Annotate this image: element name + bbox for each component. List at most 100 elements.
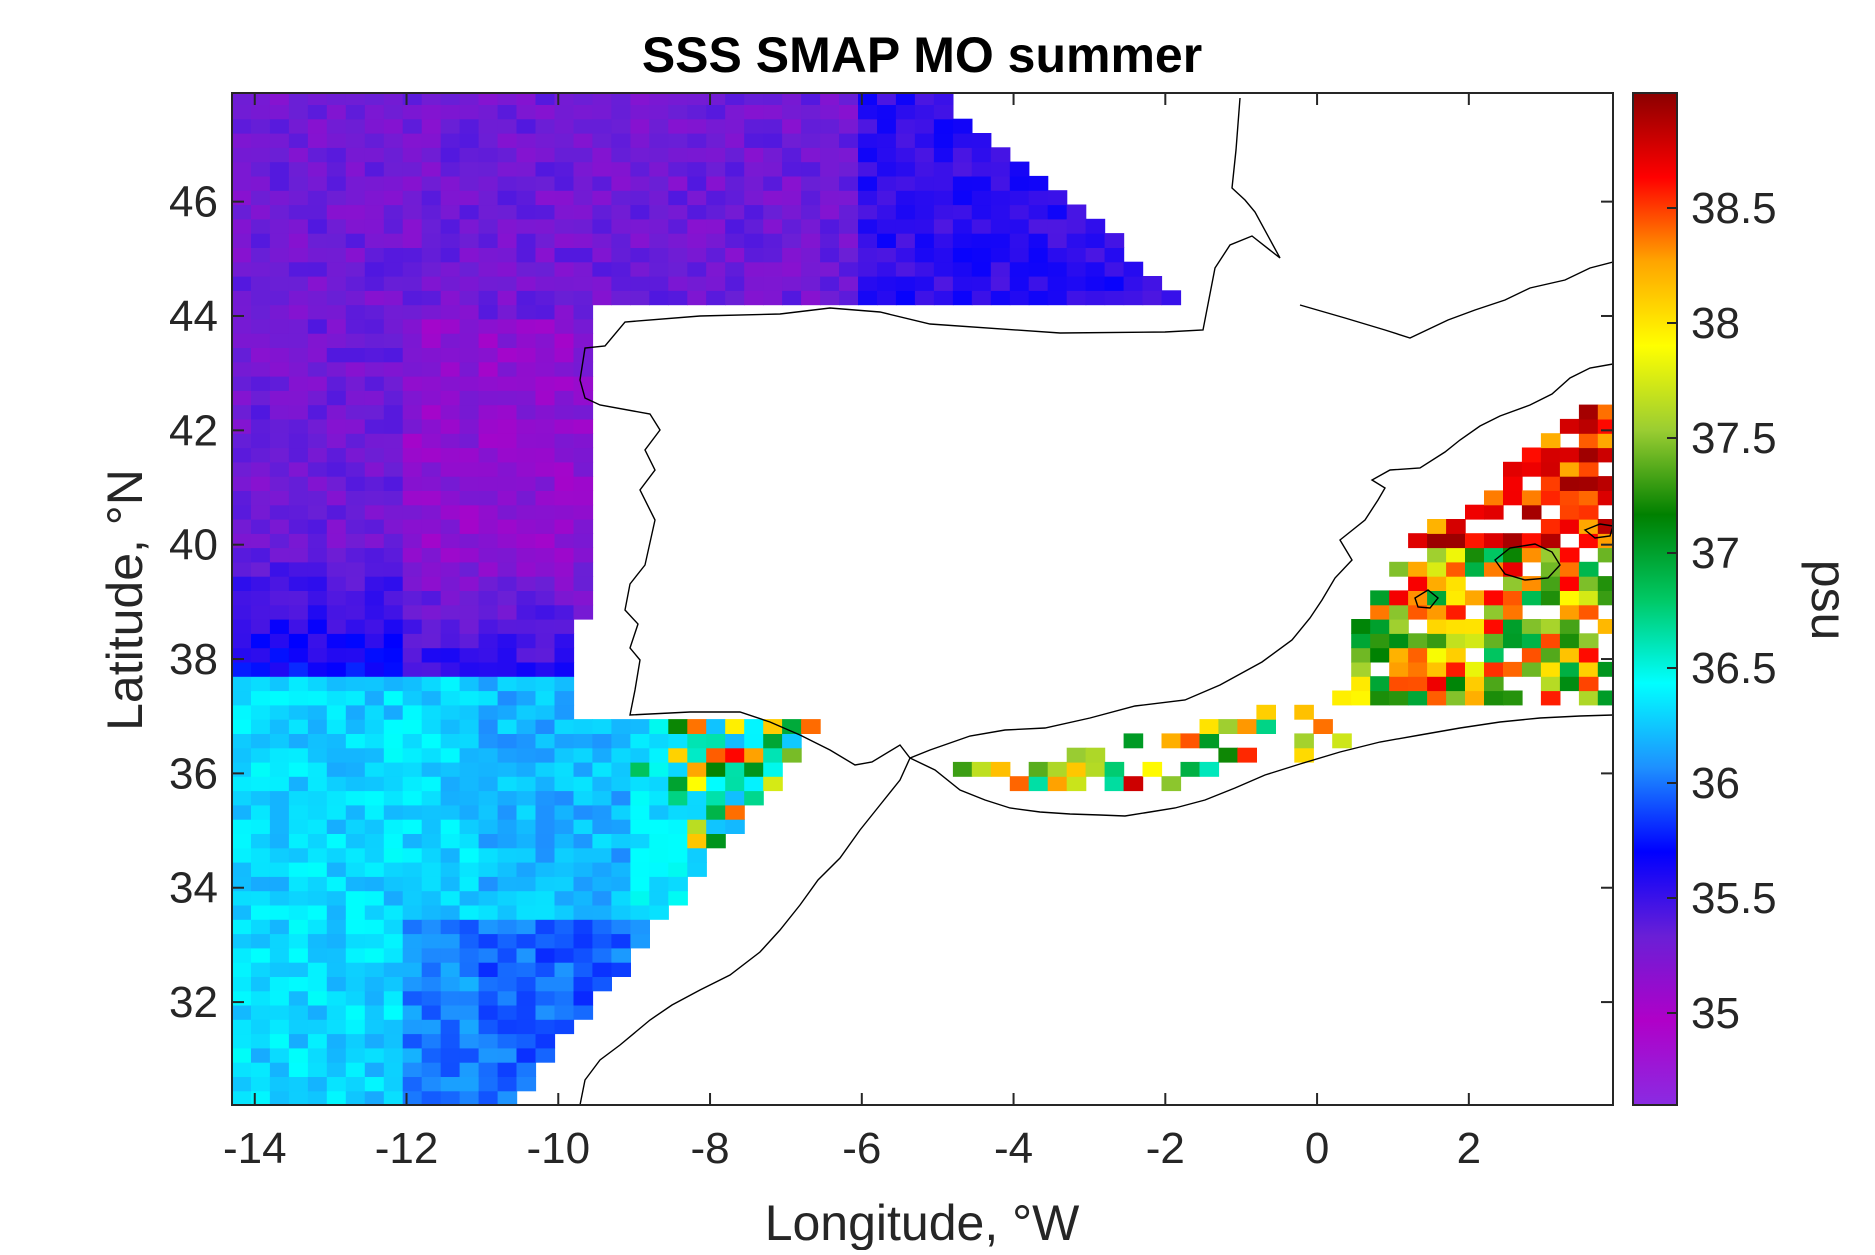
salinity-cell (516, 790, 537, 806)
salinity-cell (535, 647, 556, 663)
salinity-cell (459, 719, 480, 734)
salinity-cell (649, 776, 669, 792)
salinity-cell (668, 233, 688, 248)
salinity-cell (459, 1076, 480, 1092)
salinity-cell (251, 547, 271, 563)
salinity-cell (516, 175, 537, 191)
salinity-cell (668, 790, 688, 806)
salinity-cell (535, 976, 556, 992)
salinity-cell (611, 862, 631, 877)
salinity-cell (440, 890, 461, 906)
salinity-cell (251, 218, 271, 234)
salinity-cell (251, 847, 271, 863)
salinity-cell (364, 261, 385, 277)
salinity-cell (421, 418, 442, 434)
salinity-cell (288, 804, 309, 820)
salinity-cell (1028, 247, 1049, 263)
salinity-cell (668, 819, 688, 834)
salinity-cell (383, 747, 404, 763)
salinity-cell (364, 1076, 385, 1092)
salinity-cell (630, 847, 650, 863)
salinity-cell (1066, 247, 1087, 263)
salinity-cell (1047, 190, 1068, 206)
salinity-cell (478, 604, 499, 620)
salinity-cell (839, 233, 859, 248)
salinity-cell (763, 261, 783, 277)
salinity-cell (801, 276, 821, 291)
salinity-cell (288, 1062, 309, 1077)
salinity-cell (402, 947, 423, 963)
salinity-cell (364, 418, 385, 434)
salinity-cell (269, 904, 290, 920)
salinity-cell (459, 390, 480, 406)
salinity-cell (288, 776, 309, 792)
salinity-cell (232, 1019, 252, 1035)
salinity-cell (364, 704, 385, 720)
salinity-cell (402, 876, 423, 892)
salinity-cell (1578, 676, 1599, 692)
salinity-cell (478, 404, 499, 420)
salinity-cell (232, 576, 252, 591)
salinity-cell (592, 190, 612, 206)
salinity-cell (421, 690, 442, 706)
salinity-cell (232, 93, 252, 105)
salinity-cell (364, 233, 385, 248)
salinity-cell (782, 261, 802, 277)
salinity-cell (1540, 619, 1561, 634)
salinity-cell (782, 204, 802, 220)
salinity-cell (478, 175, 499, 191)
salinity-cell (1521, 447, 1542, 463)
salinity-cell (421, 719, 442, 734)
salinity-cell (952, 247, 973, 263)
salinity-cell (307, 804, 328, 820)
colorbar-tick-label: 35 (1691, 989, 1740, 1038)
salinity-cell (971, 133, 992, 148)
salinity-cell (421, 376, 442, 391)
salinity-cell (345, 590, 366, 606)
salinity-cell (573, 204, 594, 220)
salinity-cell (895, 104, 916, 120)
salinity-cell (383, 862, 404, 877)
salinity-cell (326, 704, 347, 720)
salinity-cell (573, 418, 594, 434)
salinity-cell (706, 190, 726, 206)
salinity-cell (1161, 290, 1182, 306)
salinity-cell (326, 761, 347, 777)
salinity-cell (820, 290, 840, 306)
x-tick-label: -6 (842, 1124, 881, 1173)
salinity-cell (573, 604, 594, 620)
salinity-cell (839, 261, 859, 277)
salinity-cell (421, 776, 442, 792)
salinity-cell (744, 175, 764, 191)
salinity-cell (877, 233, 897, 248)
salinity-cell (1484, 547, 1504, 563)
salinity-cell (269, 333, 290, 348)
salinity-cell (535, 1047, 556, 1063)
salinity-cell (326, 461, 347, 477)
salinity-cell (307, 247, 328, 263)
salinity-cell (1351, 676, 1371, 692)
salinity-cell (326, 533, 347, 549)
salinity-cell (611, 190, 631, 206)
salinity-cell (459, 304, 480, 320)
salinity-cell (535, 190, 556, 206)
salinity-cell (1465, 633, 1485, 649)
salinity-cell (1123, 290, 1144, 306)
salinity-cell (649, 904, 669, 920)
salinity-cell (421, 676, 442, 692)
salinity-cell (1047, 276, 1068, 291)
salinity-cell (478, 218, 499, 234)
salinity-cell (877, 204, 897, 220)
salinity-cell (573, 490, 594, 506)
salinity-cell (1066, 204, 1087, 220)
salinity-cell (251, 862, 271, 877)
salinity-cell (725, 747, 745, 763)
salinity-cell (535, 376, 556, 391)
salinity-cell (364, 376, 385, 391)
salinity-cell (611, 261, 631, 277)
salinity-cell (364, 490, 385, 506)
salinity-cell (459, 590, 480, 606)
salinity-cell (535, 1033, 556, 1049)
salinity-cell (326, 804, 347, 820)
salinity-cell (251, 904, 271, 920)
